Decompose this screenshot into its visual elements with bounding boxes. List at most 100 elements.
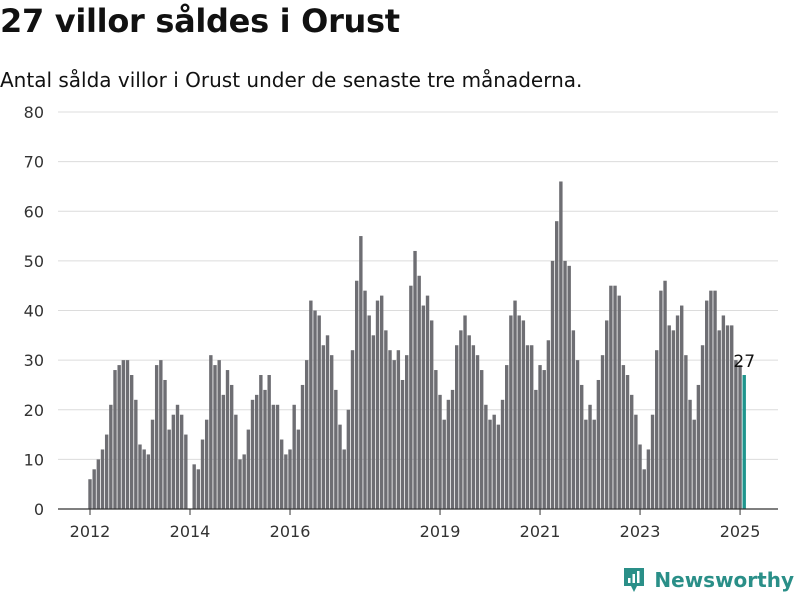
bar [171,414,176,509]
bar [659,290,663,509]
bar [284,454,288,509]
bar [484,404,488,509]
bar [163,379,167,509]
y-tick-label: 0 [34,500,44,519]
bar [721,315,726,509]
bar [400,379,405,509]
x-tick-label: 2025 [720,522,761,541]
bar [246,429,251,509]
bar [488,419,492,509]
bar [617,295,621,509]
brand-logo: Newsworthy [622,566,794,594]
bar [271,404,276,509]
bar [359,236,363,509]
bar [538,365,542,509]
x-tick-label: 2019 [420,522,461,541]
bar [150,419,155,509]
bar [613,285,617,509]
bar [146,454,151,509]
bar [584,419,588,509]
bar [563,260,567,510]
bar [725,325,730,509]
bar [446,399,451,509]
bar [738,365,742,509]
bar [525,345,530,509]
bar [263,389,267,509]
y-tick-label: 60 [24,202,44,221]
bar [384,330,388,509]
bar [559,181,563,510]
bar [259,375,263,509]
bar [325,335,330,509]
bar [667,325,671,509]
bar [234,414,238,509]
bar [154,365,159,509]
bar [100,449,105,509]
bar [134,399,138,509]
bar [300,384,305,509]
bar [717,330,721,509]
bar [655,350,659,509]
bar [500,399,505,509]
bar [596,379,601,509]
bar [288,449,292,509]
bar [338,424,342,509]
y-tick-label: 50 [24,252,44,271]
bar [184,434,188,509]
bar [671,330,676,509]
x-tick-label: 2023 [620,522,661,541]
bar [117,365,121,509]
bar [371,335,376,509]
y-tick-label: 70 [24,153,44,172]
bar [463,315,467,509]
y-tick-label: 40 [24,302,44,321]
bar [534,389,538,509]
bar [200,439,205,509]
newsworthy-logo-icon [624,568,645,592]
y-tick-label: 20 [24,401,44,420]
bar [592,419,596,509]
x-tick-label: 2012 [70,522,111,541]
bar [530,345,534,509]
bar [329,355,334,509]
bar [138,444,142,509]
bar [680,305,684,509]
bar [254,394,259,509]
bar [242,454,246,509]
bar-highlight [742,375,746,509]
bar [450,389,455,509]
bar [175,404,180,509]
bar [609,285,613,509]
bar [225,370,230,509]
bar [375,300,380,509]
bar [88,479,92,509]
bar [675,315,680,509]
bar-value-label: 27 [733,352,755,372]
bar [571,330,576,509]
bar [179,414,184,509]
bar [196,469,201,509]
bar [213,365,217,509]
bar [455,345,459,509]
bar [580,384,584,509]
chart-title: 27 villor såldes i Orust [0,2,400,40]
bar [605,320,609,509]
bar [692,419,696,509]
bar [684,355,688,509]
bar [404,355,409,509]
bar [229,384,234,509]
bar [471,345,476,509]
bar [409,285,413,509]
bar [142,449,146,509]
bar [192,464,196,509]
bar [567,265,571,509]
bar [638,444,642,509]
bar [521,320,526,509]
bar [267,375,271,509]
bar [588,404,592,509]
bar [555,221,559,509]
bar [221,394,226,509]
bar [204,419,209,509]
bar [238,459,242,510]
